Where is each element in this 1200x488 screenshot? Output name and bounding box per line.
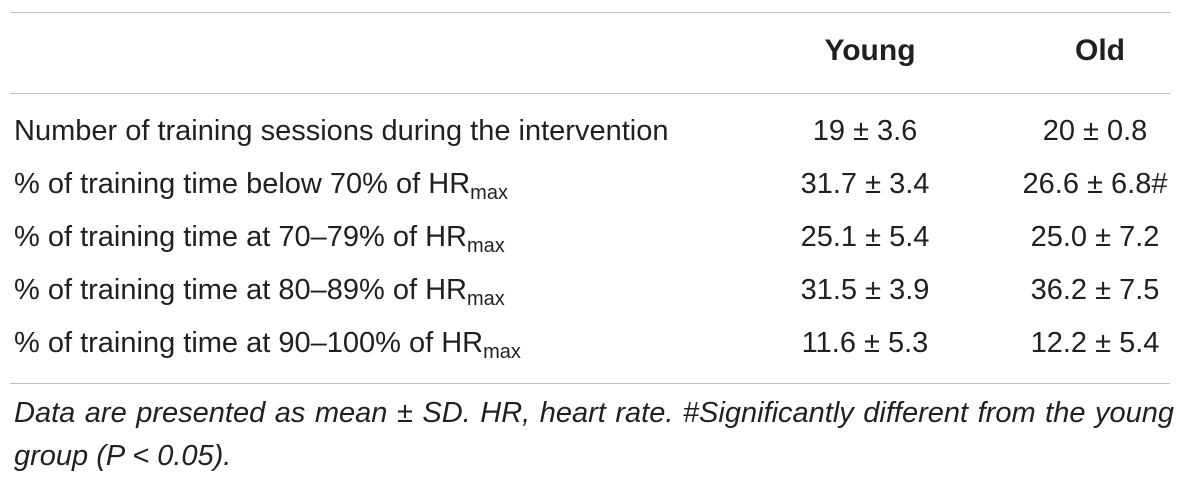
- table-top-rule: [10, 12, 1170, 13]
- row-label: % of training time at 90–100% of HRmax: [14, 318, 521, 368]
- table-row: % of training time at 80–89% of HRmax 31…: [10, 265, 1170, 315]
- row-label-text: % of training time at 90–100% of HR: [14, 327, 484, 359]
- header-divider-rule: [10, 93, 1170, 94]
- old-value: 36.2 ± 7.5: [1030, 274, 1160, 306]
- young-value: 19 ± 3.6: [812, 115, 918, 147]
- old-value: 12.2 ± 5.4: [1030, 327, 1160, 359]
- row-label: Number of training sessions during the i…: [14, 106, 668, 156]
- old-value: 25.0 ± 7.2: [1030, 221, 1160, 253]
- table-row: % of training time at 70–79% of HRmax 25…: [10, 212, 1170, 262]
- row-label-subscript: max: [466, 288, 505, 310]
- row-label-text: Number of training sessions during the i…: [14, 115, 669, 147]
- table-row: Number of training sessions during the i…: [10, 106, 1170, 156]
- young-value: 25.1 ± 5.4: [800, 221, 930, 253]
- row-label: % of training time below 70% of HRmax: [14, 159, 508, 209]
- table-footnote: Data are presented as mean ± SD. HR, hea…: [14, 397, 1174, 472]
- old-value: 26.6 ± 6.8#: [1022, 168, 1168, 200]
- row-label-subscript: max: [483, 341, 521, 363]
- row-label-text: % of training time below 70% of HR: [14, 168, 471, 200]
- young-value: 11.6 ± 5.3: [801, 327, 929, 359]
- row-label-text: % of training time at 80–89% of HR: [14, 274, 467, 306]
- table-bottom-rule: [10, 383, 1170, 384]
- row-label: % of training time at 70–79% of HRmax: [14, 212, 505, 262]
- young-value: 31.5 ± 3.9: [800, 274, 930, 306]
- table-row: % of training time at 90–100% of HRmax 1…: [10, 318, 1170, 368]
- row-label-subscript: max: [470, 182, 508, 204]
- row-label-subscript: max: [466, 235, 505, 257]
- old-value: 20 ± 0.8: [1042, 115, 1148, 147]
- table-row: % of training time below 70% of HRmax 31…: [10, 159, 1170, 209]
- column-header-old: Old: [1075, 34, 1125, 67]
- row-label-text: % of training time at 70–79% of HR: [14, 221, 467, 253]
- young-value: 31.7 ± 3.4: [800, 168, 930, 200]
- column-header-young: Young: [824, 34, 916, 67]
- row-label: % of training time at 80–89% of HRmax: [14, 265, 505, 315]
